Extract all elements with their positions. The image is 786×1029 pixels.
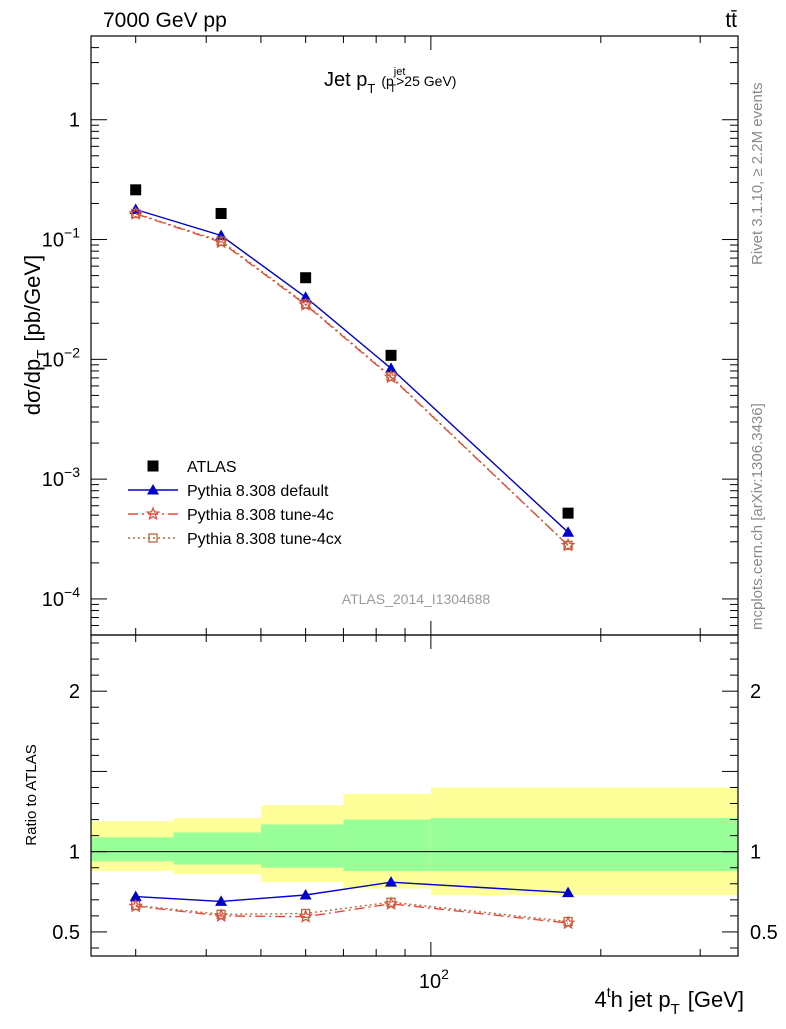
chart-title: Jet pT (pjet T>25 GeV): [324, 66, 456, 96]
ratio-line-pythia-8-308-tune-4cx: [135, 901, 569, 923]
main-point-atlas: [385, 349, 397, 361]
ratio-point-pythia-8-308-default: [299, 889, 312, 900]
legend-marker: [147, 484, 159, 495]
main-point-atlas: [215, 207, 227, 219]
main-point-pythia-8-308-default: [562, 526, 575, 537]
main-point-pythia-8-308-tune-4cx: [300, 299, 311, 309]
main-series-group: [128, 184, 576, 552]
ratio-point-pythia-8-308-default: [562, 886, 575, 898]
legend-label: Pythia 8.308 default: [187, 483, 329, 500]
main-point-pythia-8-308-tune-4cx: [131, 208, 141, 219]
main-point-pythia-8-308-tune-4cx: [563, 540, 573, 551]
legend-label: Pythia 8.308 tune-4cx: [187, 531, 342, 548]
y-tick-label: 10−4: [42, 584, 80, 611]
main-point-pythia-8-308-tune-4cx: [216, 236, 226, 246]
band-inner: [430, 817, 738, 871]
x-axis-label: 4th jet pT [GeV]: [595, 984, 745, 1018]
legend-marker: [145, 506, 161, 521]
legend: ATLAS Pythia 8.308 default Pythia 8.308 tu…: [128, 459, 342, 548]
ratio-point-pythia-8-308-tune-4cx: [386, 897, 396, 907]
band-inner: [343, 819, 431, 871]
ratio-line-pythia-8-308-tune-4c: [135, 903, 569, 924]
ratio-y-label: Ratio to ATLAS: [23, 744, 40, 845]
uncertainty-bands: [91, 787, 738, 896]
main-y-label: dσ/dpT[pb/GeV]: [20, 255, 51, 415]
legend-marker: [148, 533, 158, 543]
main-panel: 1 10−1 10−2 10−3 10−4 Jet pT (pjet T>25 GeV) A…: [20, 35, 739, 636]
y-tick-label: 10−1: [42, 225, 80, 252]
ratio-panel: 0.5 0.5 1 1 2 2 102 Ratio to ATLAS 4th jet pT[…: [23, 634, 778, 1018]
band-inner: [260, 824, 344, 868]
energy-label: 7000 GeV pp: [103, 9, 227, 32]
mcplots-label: mcplots.cern.ch [arXiv:1306.3436]: [749, 403, 766, 630]
legend-marker: [147, 460, 159, 472]
y-tick-label: 10−3: [42, 464, 80, 491]
main-point-atlas: [300, 272, 312, 284]
main-point-pythia-8-308-default: [385, 362, 398, 373]
band-inner: [91, 837, 174, 862]
ratio-y-tick-label: 2: [69, 681, 80, 703]
ratio-point-pythia-8-308-default: [215, 895, 228, 906]
ratio-axes: 0.5 0.5 1 1 2 2 102: [52, 634, 778, 993]
y-tick-label: 10−2: [42, 344, 80, 371]
ratio-y-tick-label-right: 1: [750, 842, 761, 864]
main-point-pythia-8-308-default: [299, 291, 312, 302]
ratio-y-tick-label-right: 0.5: [750, 922, 778, 944]
legend-label: Pythia 8.308 tune-4c: [187, 507, 334, 524]
y-tick-label: 1: [69, 110, 80, 132]
ratio-y-tick-label-right: 2: [750, 681, 761, 703]
process-label: tt̄: [725, 9, 737, 32]
ratio-point-pythia-8-308-tune-4cx: [216, 909, 226, 919]
rivet-label: Rivet 3.1.10, ≥ 2.2M events: [749, 83, 766, 266]
watermark: ATLAS_2014_I1304688: [342, 591, 491, 607]
legend-label: ATLAS: [187, 459, 237, 476]
ratio-y-tick-label: 1: [69, 842, 80, 864]
ratio-point-pythia-8-308-tune-4cx: [300, 908, 311, 919]
ratio-point-pythia-8-308-default: [385, 876, 398, 887]
ratio-point-pythia-8-308-tune-4cx: [563, 916, 573, 927]
x-tick-label: 102: [419, 966, 449, 993]
band-inner: [173, 832, 261, 865]
main-point-atlas: [562, 507, 574, 519]
ratio-y-tick-label: 0.5: [52, 922, 80, 944]
main-point-pythia-8-308-tune-4cx: [386, 371, 396, 382]
ratio-series-group: [128, 876, 576, 930]
ratio-frame: [90, 634, 739, 957]
main-point-atlas: [130, 184, 142, 196]
ratio-point-pythia-8-308-default: [129, 890, 142, 902]
ratio-point-pythia-8-308-tune-4cx: [131, 900, 141, 911]
main-line-pythia-8-308-tune-4cx: [135, 212, 569, 546]
